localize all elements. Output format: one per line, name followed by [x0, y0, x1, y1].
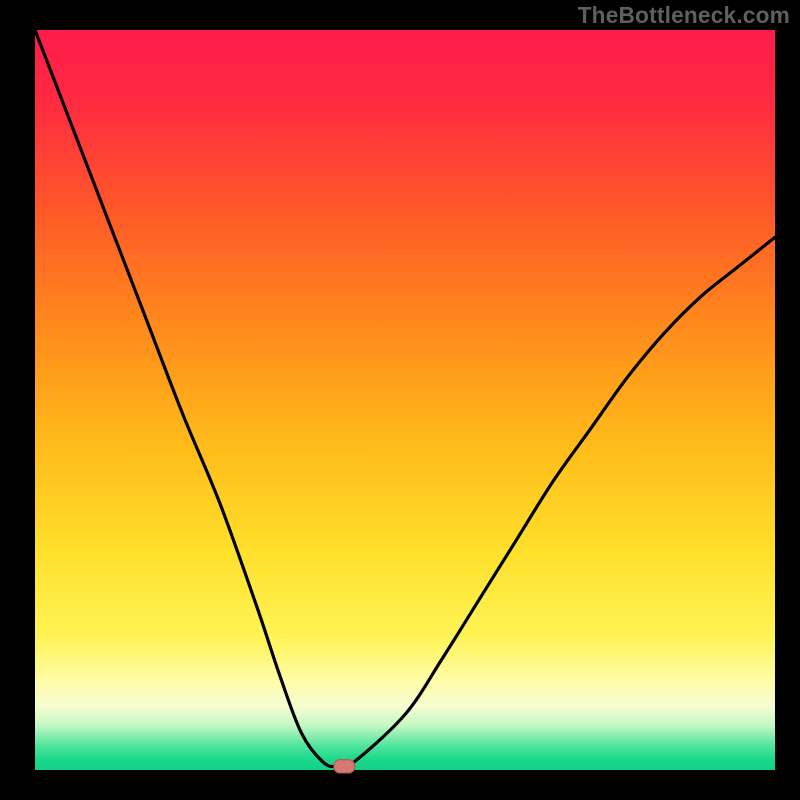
bottleneck-chart [0, 0, 800, 800]
source-watermark: TheBottleneck.com [578, 2, 790, 29]
plot-background [35, 30, 775, 770]
chart-container: TheBottleneck.com [0, 0, 800, 800]
nadir-marker [334, 760, 355, 773]
